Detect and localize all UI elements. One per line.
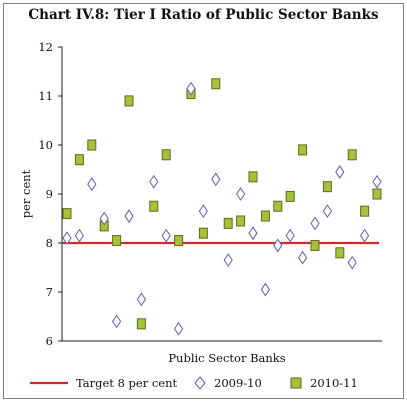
square-point-2010-11 <box>74 154 84 166</box>
square-point-2010-11 <box>335 247 345 259</box>
data-marks <box>62 78 382 336</box>
legend-label-2010-11: 2010-11 <box>310 376 358 390</box>
square-point-2010-11 <box>360 205 370 217</box>
diamond-point-2009-10 <box>285 228 295 243</box>
diamond-point-2009-10 <box>198 204 209 219</box>
y-tick-label: 8 <box>46 236 53 250</box>
diamond-point-2009-10 <box>74 228 85 243</box>
diamond-point-2009-10 <box>347 255 357 270</box>
square-point-2010-11 <box>347 149 357 161</box>
diamond-point-2009-10 <box>273 238 283 253</box>
square-point-2010-11 <box>87 139 97 151</box>
square-point-2010-11 <box>322 181 332 193</box>
diamond-point-2009-10 <box>124 209 134 223</box>
y-tick-label: 10 <box>38 138 53 152</box>
diamond-point-2009-10 <box>173 321 184 336</box>
diamond-point-2009-10 <box>161 228 171 243</box>
square-point-2010-11 <box>285 190 295 202</box>
axes: 6 7 8 9 10 11 12 <box>38 40 382 348</box>
square-point-2010-11 <box>223 217 233 229</box>
square-point-2010-11 <box>198 227 208 239</box>
diamond-point-2009-10 <box>335 165 345 179</box>
diamond-point-2009-10 <box>111 314 122 329</box>
square-point-2010-11 <box>248 171 258 183</box>
square-point-2010-11 <box>372 188 382 200</box>
diamond-point-2009-10 <box>359 228 370 243</box>
square-point-2010-11 <box>161 149 171 161</box>
y-tick-label: 12 <box>38 40 53 54</box>
diamond-point-2009-10 <box>260 282 271 297</box>
chart-title: Chart IV.8: Tier I Ratio of Public Secto… <box>28 7 379 23</box>
legend-label-target: Target 8 per cent <box>76 376 178 390</box>
legend-label-2009-10: 2009-10 <box>214 376 262 390</box>
diamond-point-2009-10 <box>62 231 72 246</box>
y-tick-label: 11 <box>38 89 53 103</box>
square-point-2010-11 <box>273 200 283 212</box>
square-point-2010-11 <box>310 239 320 251</box>
diamond-point-2009-10 <box>248 226 258 241</box>
square-point-2010-11 <box>211 78 221 90</box>
chart-frame <box>3 3 404 399</box>
diamond-point-2009-10 <box>372 174 382 189</box>
y-tick-label: 7 <box>46 285 53 299</box>
legend-square-marker <box>290 377 302 389</box>
legend-diamond-marker <box>194 376 206 390</box>
diamond-marker-icon <box>194 376 206 390</box>
diamond-point-2009-10 <box>310 216 320 231</box>
square-point-2010-11 <box>298 144 308 156</box>
diamond-point-2009-10 <box>211 172 221 187</box>
square-point-2010-11 <box>124 95 134 107</box>
diamond-point-2009-10 <box>149 174 159 189</box>
diamond-point-2009-10 <box>87 177 97 192</box>
square-marker-icon <box>290 377 302 389</box>
diamond-point-2009-10 <box>223 253 233 268</box>
diamond-point-2009-10 <box>99 211 109 226</box>
square-point-2010-11 <box>174 235 184 247</box>
y-tick-label: 6 <box>46 334 53 348</box>
square-point-2010-11 <box>149 200 159 212</box>
legend-item-2009-10: 2009-10 <box>194 374 262 392</box>
legend-item-2010-11: 2010-11 <box>290 374 358 392</box>
diamond-point-2009-10 <box>136 292 147 307</box>
diamond-point-2009-10 <box>322 204 333 219</box>
diamond-point-2009-10 <box>297 250 308 265</box>
x-axis-title: Public Sector Banks <box>168 351 285 365</box>
legend: Target 8 per cent 2009-10 2010-11 <box>0 374 407 392</box>
y-axis-title: per cent <box>19 169 33 218</box>
diamond-point-2009-10 <box>186 81 196 96</box>
square-point-2010-11 <box>260 210 270 222</box>
y-tick-label: 9 <box>46 187 53 201</box>
square-point-2010-11 <box>62 208 72 220</box>
square-point-2010-11 <box>236 215 246 227</box>
square-point-2010-11 <box>112 235 122 247</box>
square-point-2010-11 <box>136 318 146 330</box>
legend-line-swatch <box>30 381 68 385</box>
diamond-point-2009-10 <box>235 187 246 201</box>
legend-item-target: Target 8 per cent <box>30 374 177 392</box>
